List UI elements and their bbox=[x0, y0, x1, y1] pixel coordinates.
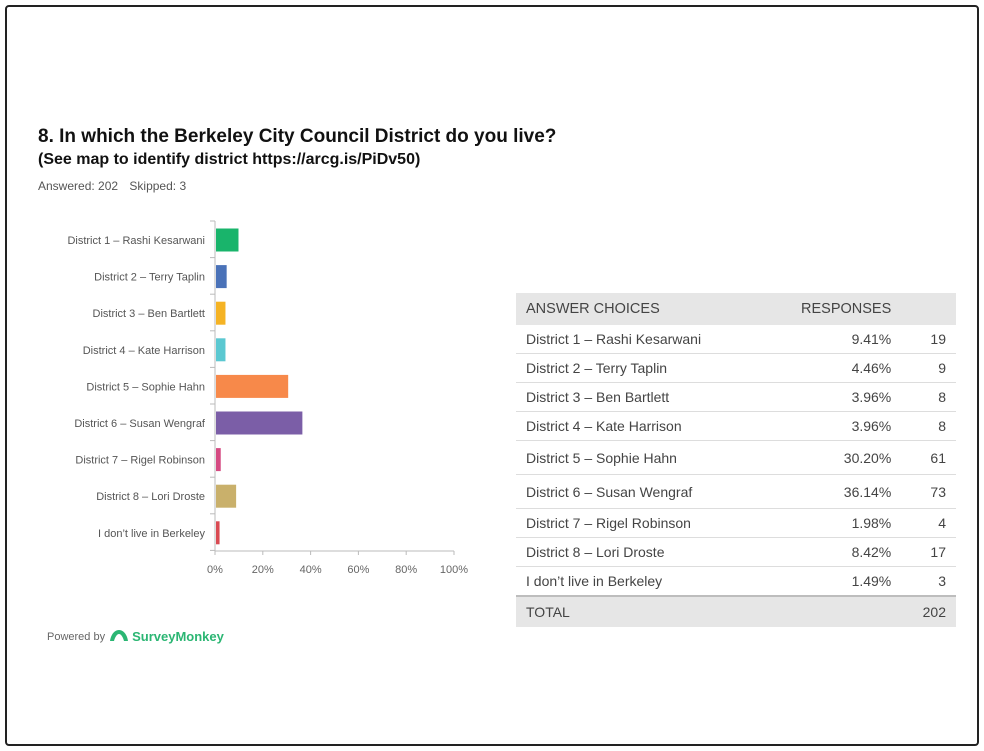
table-row: District 6 – Susan Wengraf 36.14% 73 bbox=[516, 474, 956, 509]
category-label: District 6 – Susan Wengraf bbox=[74, 418, 206, 430]
row-count: 3 bbox=[901, 566, 956, 597]
category-label: District 3 – Ben Bartlett bbox=[93, 308, 206, 320]
row-count: 73 bbox=[901, 474, 956, 509]
powered-by-text: Powered by bbox=[47, 630, 106, 643]
bar bbox=[216, 338, 226, 362]
row-label: District 7 – Rigel Robinson bbox=[516, 508, 763, 538]
total-label: TOTAL bbox=[516, 595, 763, 627]
responses-table: ANSWER CHOICES RESPONSES District 1 – Ra… bbox=[516, 293, 956, 627]
total-value: 202 bbox=[901, 595, 956, 627]
question-subtitle: (See map to identify district https://ar… bbox=[38, 151, 421, 168]
x-tick-label: 100% bbox=[440, 564, 468, 576]
row-label: I don’t live in Berkeley bbox=[516, 566, 763, 597]
answered-count: Answered: 202 bbox=[38, 179, 119, 193]
row-label: District 2 – Terry Taplin bbox=[516, 353, 763, 383]
row-percent: 1.98% bbox=[762, 508, 902, 538]
bar bbox=[216, 265, 227, 289]
row-percent: 36.14% bbox=[762, 474, 902, 509]
bar bbox=[216, 521, 220, 545]
header-answer-choices: ANSWER CHOICES bbox=[516, 293, 763, 325]
bar bbox=[216, 301, 226, 325]
row-label: District 3 – Ben Bartlett bbox=[516, 382, 763, 412]
row-count: 9 bbox=[901, 353, 956, 383]
category-label: District 5 – Sophie Hahn bbox=[86, 381, 205, 393]
total-spacer bbox=[762, 595, 902, 627]
x-tick-label: 60% bbox=[347, 564, 369, 576]
table-row: I don’t live in Berkeley 1.49% 3 bbox=[516, 566, 956, 597]
header-responses: RESPONSES bbox=[762, 293, 902, 325]
powered-by: Powered by SurveyMonkey bbox=[47, 628, 224, 645]
row-count: 8 bbox=[901, 411, 956, 441]
category-label: District 7 – Rigel Robinson bbox=[75, 455, 205, 467]
x-tick-label: 80% bbox=[395, 564, 417, 576]
row-percent: 3.96% bbox=[762, 382, 902, 412]
category-label: District 1 – Rashi Kesarwani bbox=[67, 235, 205, 247]
table-row: District 1 – Rashi Kesarwani 9.41% 19 bbox=[516, 325, 956, 354]
bar bbox=[216, 484, 237, 508]
table-total-row: TOTAL 202 bbox=[516, 595, 956, 627]
row-label: District 6 – Susan Wengraf bbox=[516, 474, 763, 509]
category-label: I don’t live in Berkeley bbox=[98, 528, 205, 540]
table-row: District 7 – Rigel Robinson 1.98% 4 bbox=[516, 508, 956, 538]
x-tick-label: 20% bbox=[252, 564, 274, 576]
row-percent: 8.42% bbox=[762, 537, 902, 567]
row-label: District 4 – Kate Harrison bbox=[516, 411, 763, 441]
row-label: District 8 – Lori Droste bbox=[516, 537, 763, 567]
row-label: District 1 – Rashi Kesarwani bbox=[516, 325, 763, 354]
row-percent: 30.20% bbox=[762, 440, 902, 475]
category-label: District 2 – Terry Taplin bbox=[94, 272, 205, 284]
table-row: District 3 – Ben Bartlett 3.96% 8 bbox=[516, 382, 956, 412]
table-row: District 2 – Terry Taplin 4.46% 9 bbox=[516, 353, 956, 383]
header-count bbox=[901, 293, 956, 325]
row-percent: 1.49% bbox=[762, 566, 902, 597]
table-row: District 4 – Kate Harrison 3.96% 8 bbox=[516, 411, 956, 441]
question-title: 8. In which the Berkeley City Council Di… bbox=[38, 126, 557, 147]
row-percent: 9.41% bbox=[762, 325, 902, 354]
response-stats: Answered: 202 Skipped: 3 bbox=[38, 179, 186, 193]
table-row: District 5 – Sophie Hahn 30.20% 61 bbox=[516, 440, 956, 475]
category-label: District 8 – Lori Droste bbox=[96, 491, 205, 503]
x-tick-label: 40% bbox=[300, 564, 322, 576]
bar bbox=[216, 411, 303, 435]
skipped-count: Skipped: 3 bbox=[129, 179, 187, 193]
row-count: 61 bbox=[901, 440, 956, 475]
row-count: 4 bbox=[901, 508, 956, 538]
table-header-row: ANSWER CHOICES RESPONSES bbox=[516, 293, 956, 325]
row-percent: 4.46% bbox=[762, 353, 902, 383]
x-tick-label: 0% bbox=[207, 564, 223, 576]
row-count: 17 bbox=[901, 537, 956, 567]
row-percent: 3.96% bbox=[762, 411, 902, 441]
row-count: 19 bbox=[901, 325, 956, 354]
table-row: District 8 – Lori Droste 8.42% 17 bbox=[516, 537, 956, 567]
row-label: District 5 – Sophie Hahn bbox=[516, 440, 763, 475]
bar bbox=[216, 374, 289, 398]
surveymonkey-brand: SurveyMonkey bbox=[132, 629, 224, 644]
surveymonkey-logo-icon bbox=[109, 628, 129, 645]
bar bbox=[216, 228, 239, 252]
bar bbox=[216, 448, 221, 472]
row-count: 8 bbox=[901, 382, 956, 412]
category-label: District 4 – Kate Harrison bbox=[83, 345, 205, 357]
